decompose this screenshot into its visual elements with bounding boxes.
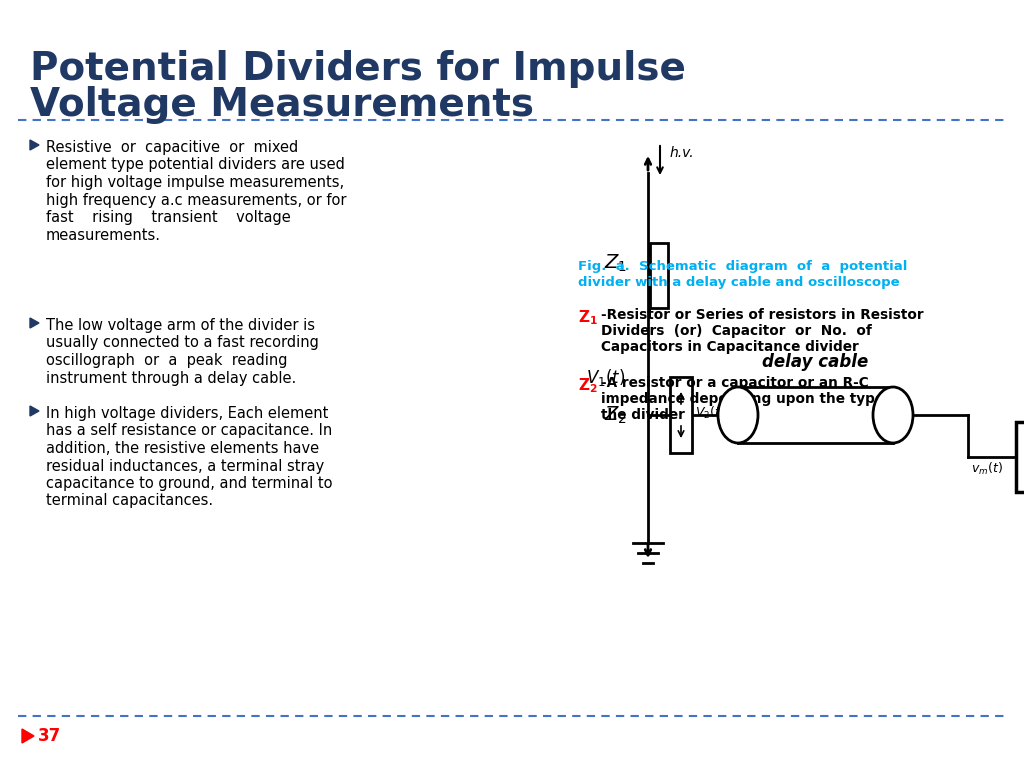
Text: h.v.: h.v. — [670, 146, 694, 160]
Text: terminal capacitances.: terminal capacitances. — [46, 494, 213, 508]
Text: Fig.  a.  Schematic  diagram  of  a  potential: Fig. a. Schematic diagram of a potential — [578, 260, 907, 273]
Text: $Z_2$: $Z_2$ — [604, 404, 627, 425]
Text: Capacitors in Capacitance divider: Capacitors in Capacitance divider — [601, 340, 859, 354]
Text: high frequency a.c measurements, or for: high frequency a.c measurements, or for — [46, 193, 346, 207]
Text: residual inductances, a terminal stray: residual inductances, a terminal stray — [46, 458, 325, 474]
Text: element type potential dividers are used: element type potential dividers are used — [46, 157, 345, 173]
Text: $V_1(t)$: $V_1(t)$ — [586, 368, 626, 389]
Text: -Resistor or Series of resistors in Resistor: -Resistor or Series of resistors in Resi… — [601, 308, 924, 322]
Text: Potential Dividers for Impulse: Potential Dividers for Impulse — [30, 50, 686, 88]
Text: the divider: the divider — [601, 408, 685, 422]
Text: $\mathbf{Z_2}$: $\mathbf{Z_2}$ — [578, 376, 598, 395]
Text: In high voltage dividers, Each element: In high voltage dividers, Each element — [46, 406, 329, 421]
Text: impedance depending upon the type of: impedance depending upon the type of — [601, 392, 904, 406]
Text: Dividers  (or)  Capacitor  or  No.  of: Dividers (or) Capacitor or No. of — [601, 324, 871, 338]
Text: usually connected to a fast recording: usually connected to a fast recording — [46, 336, 318, 350]
Bar — [670, 377, 692, 453]
Polygon shape — [22, 729, 34, 743]
Text: $v_m(t)$: $v_m(t)$ — [971, 461, 1002, 477]
Text: The low voltage arm of the divider is: The low voltage arm of the divider is — [46, 318, 315, 333]
Text: Voltage Measurements: Voltage Measurements — [30, 86, 534, 124]
Bar — [650, 243, 668, 308]
Text: for high voltage impulse measurements,: for high voltage impulse measurements, — [46, 175, 344, 190]
Text: measurements.: measurements. — [46, 227, 161, 243]
Polygon shape — [30, 318, 39, 328]
Text: Resistive  or  capacitive  or  mixed: Resistive or capacitive or mixed — [46, 140, 298, 155]
Bar — [738, 387, 893, 443]
Polygon shape — [30, 140, 39, 150]
Text: has a self resistance or capacitance. In: has a self resistance or capacitance. In — [46, 423, 332, 439]
Text: $\mathbf{Z_1}$: $\mathbf{Z_1}$ — [578, 308, 598, 326]
Text: fast    rising    transient    voltage: fast rising transient voltage — [46, 210, 291, 225]
Text: capacitance to ground, and terminal to: capacitance to ground, and terminal to — [46, 476, 333, 491]
Ellipse shape — [718, 387, 758, 443]
Text: -A resistor or a capacitor or an R-C: -A resistor or a capacitor or an R-C — [601, 376, 868, 390]
Text: oscillograph  or  a  peak  reading: oscillograph or a peak reading — [46, 353, 288, 368]
Text: $Z_1$: $Z_1$ — [604, 253, 627, 273]
Text: divider with a delay cable and oscilloscope: divider with a delay cable and oscillosc… — [578, 276, 900, 289]
Text: 37: 37 — [38, 727, 61, 745]
Text: delay cable: delay cable — [763, 353, 868, 371]
Text: $V_2(t)$: $V_2(t)$ — [695, 405, 725, 421]
Text: instrument through a delay cable.: instrument through a delay cable. — [46, 370, 296, 386]
Bar — [1016, 422, 1024, 492]
Polygon shape — [30, 406, 39, 416]
Ellipse shape — [873, 387, 913, 443]
Text: addition, the resistive elements have: addition, the resistive elements have — [46, 441, 319, 456]
